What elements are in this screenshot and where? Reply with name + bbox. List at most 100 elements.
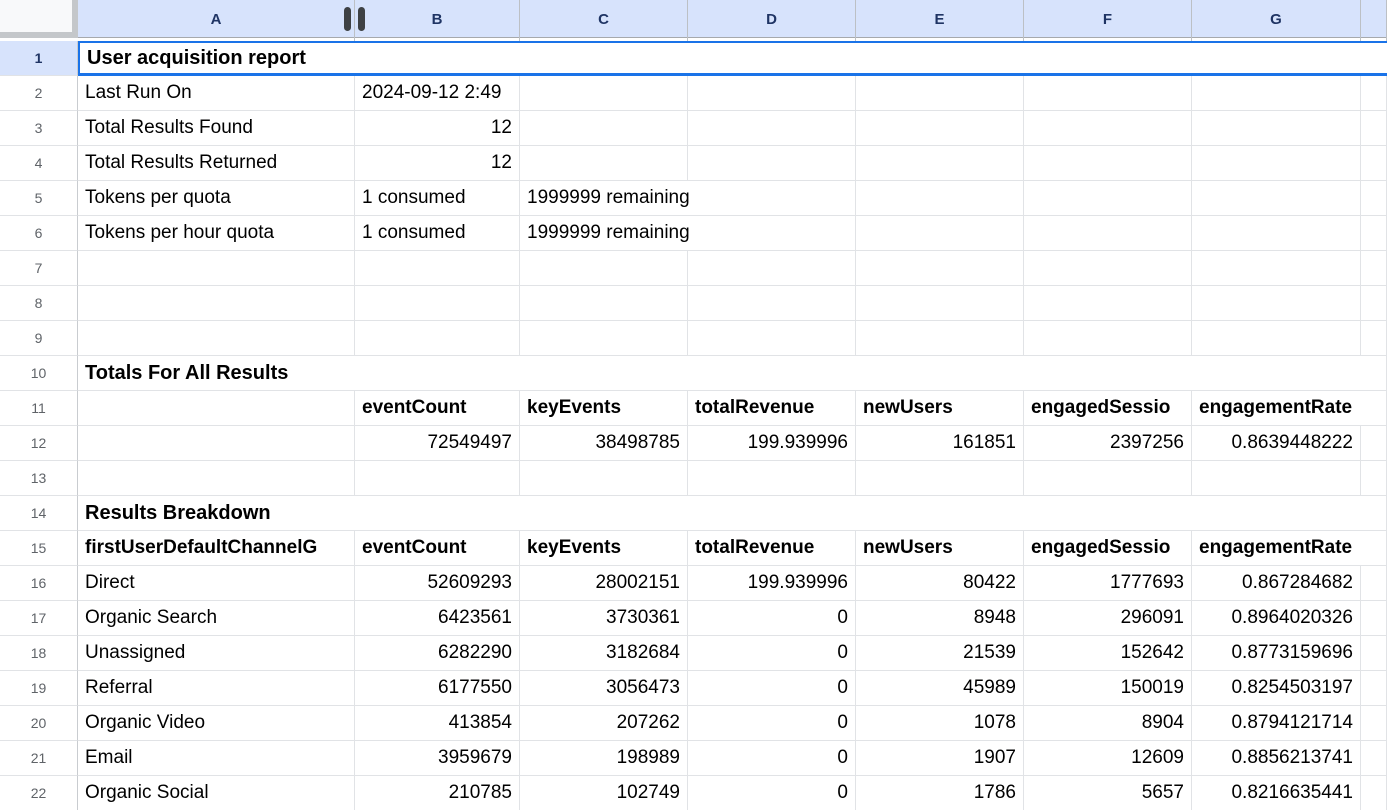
cell-D12[interactable]: 199.939996 (688, 426, 856, 461)
cell-D16[interactable]: 199.939996 (688, 566, 856, 601)
cell-C4[interactable] (520, 146, 688, 181)
cell-B6[interactable]: 1 consumed (355, 216, 520, 251)
cell-A6[interactable]: Tokens per hour quota (78, 216, 355, 251)
row-header-10[interactable]: 10 (0, 356, 78, 391)
cell-G5[interactable] (1192, 181, 1361, 216)
cell-H21[interactable] (1361, 741, 1387, 776)
cell-A8[interactable] (78, 286, 355, 321)
cell-C19[interactable]: 3056473 (520, 671, 688, 706)
row-header-21[interactable]: 21 (0, 741, 78, 776)
cell-D11[interactable]: totalRevenue (688, 391, 856, 426)
cell-B7[interactable] (355, 251, 520, 286)
column-header-B[interactable]: B (355, 0, 520, 41)
row-header-18[interactable]: 18 (0, 636, 78, 671)
row-header-1[interactable]: 1 (0, 41, 78, 76)
row-header-6[interactable]: 6 (0, 216, 78, 251)
cell-G11[interactable]: engagementRate (1192, 391, 1387, 426)
row-header-17[interactable]: 17 (0, 601, 78, 636)
cell-E4[interactable] (856, 146, 1024, 181)
cell-E9[interactable] (856, 321, 1024, 356)
cell-F21[interactable]: 12609 (1024, 741, 1192, 776)
column-header-A[interactable]: A (78, 0, 355, 41)
cell-F22[interactable]: 5657 (1024, 776, 1192, 810)
cell-A14[interactable]: Results Breakdown (78, 496, 1387, 531)
cell-B4[interactable]: 12 (355, 146, 520, 181)
cell-B12[interactable]: 72549497 (355, 426, 520, 461)
cell-E7[interactable] (856, 251, 1024, 286)
cell-C5[interactable]: 1999999 remaining (520, 181, 856, 216)
cell-H4[interactable] (1361, 146, 1387, 181)
cell-C16[interactable]: 28002151 (520, 566, 688, 601)
cell-A20[interactable]: Organic Video (78, 706, 355, 741)
cell-C2[interactable] (520, 76, 688, 111)
cell-D8[interactable] (688, 286, 856, 321)
cell-G20[interactable]: 0.8794121714 (1192, 706, 1361, 741)
cell-E8[interactable] (856, 286, 1024, 321)
cell-B20[interactable]: 413854 (355, 706, 520, 741)
cell-H16[interactable] (1361, 566, 1387, 601)
cell-B8[interactable] (355, 286, 520, 321)
cell-F9[interactable] (1024, 321, 1192, 356)
cell-A19[interactable]: Referral (78, 671, 355, 706)
column-header-G[interactable]: G (1192, 0, 1361, 41)
cell-D17[interactable]: 0 (688, 601, 856, 636)
cell-D21[interactable]: 0 (688, 741, 856, 776)
cell-D19[interactable]: 0 (688, 671, 856, 706)
row-header-11[interactable]: 11 (0, 391, 78, 426)
column-header-F[interactable]: F (1024, 0, 1192, 41)
cell-D3[interactable] (688, 111, 856, 146)
cell-A22[interactable]: Organic Social (78, 776, 355, 810)
cell-A2[interactable]: Last Run On (78, 76, 355, 111)
cell-H7[interactable] (1361, 251, 1387, 286)
cell-C22[interactable]: 102749 (520, 776, 688, 810)
cell-F20[interactable]: 8904 (1024, 706, 1192, 741)
row-header-9[interactable]: 9 (0, 321, 78, 356)
row-header-20[interactable]: 20 (0, 706, 78, 741)
cell-E21[interactable]: 1907 (856, 741, 1024, 776)
cell-A5[interactable]: Tokens per quota (78, 181, 355, 216)
cell-B11[interactable]: eventCount (355, 391, 520, 426)
cell-C20[interactable]: 207262 (520, 706, 688, 741)
column-header-E[interactable]: E (856, 0, 1024, 41)
cell-A16[interactable]: Direct (78, 566, 355, 601)
cell-H17[interactable] (1361, 601, 1387, 636)
cell-F16[interactable]: 1777693 (1024, 566, 1192, 601)
cell-C3[interactable] (520, 111, 688, 146)
cell-B5[interactable]: 1 consumed (355, 181, 520, 216)
cell-G12[interactable]: 0.8639448222 (1192, 426, 1361, 461)
cell-F2[interactable] (1024, 76, 1192, 111)
cell-C6[interactable]: 1999999 remaining (520, 216, 856, 251)
cell-F7[interactable] (1024, 251, 1192, 286)
cell-B15[interactable]: eventCount (355, 531, 520, 566)
cell-E2[interactable] (856, 76, 1024, 111)
cell-F12[interactable]: 2397256 (1024, 426, 1192, 461)
cell-C12[interactable]: 38498785 (520, 426, 688, 461)
cell-A21[interactable]: Email (78, 741, 355, 776)
cell-F17[interactable]: 296091 (1024, 601, 1192, 636)
column-header-D[interactable]: D (688, 0, 856, 41)
cell-G13[interactable] (1192, 461, 1361, 496)
cell-H12[interactable] (1361, 426, 1387, 461)
row-header-8[interactable]: 8 (0, 286, 78, 321)
cell-G16[interactable]: 0.867284682 (1192, 566, 1361, 601)
cell-F13[interactable] (1024, 461, 1192, 496)
cell-C11[interactable]: keyEvents (520, 391, 688, 426)
cell-A13[interactable] (78, 461, 355, 496)
cell-B9[interactable] (355, 321, 520, 356)
row-header-14[interactable]: 14 (0, 496, 78, 531)
cell-A15[interactable]: firstUserDefaultChannelG (78, 531, 355, 566)
row-header-13[interactable]: 13 (0, 461, 78, 496)
freeze-rows-handle[interactable] (0, 32, 78, 38)
cell-G2[interactable] (1192, 76, 1361, 111)
cell-G8[interactable] (1192, 286, 1361, 321)
cell-F18[interactable]: 152642 (1024, 636, 1192, 671)
cell-E18[interactable]: 21539 (856, 636, 1024, 671)
cell-H13[interactable] (1361, 461, 1387, 496)
cell-G15[interactable]: engagementRate (1192, 531, 1387, 566)
cell-C7[interactable] (520, 251, 688, 286)
row-header-12[interactable]: 12 (0, 426, 78, 461)
cell-F6[interactable] (1024, 216, 1192, 251)
cell-G7[interactable] (1192, 251, 1361, 286)
cell-G3[interactable] (1192, 111, 1361, 146)
cell-B3[interactable]: 12 (355, 111, 520, 146)
